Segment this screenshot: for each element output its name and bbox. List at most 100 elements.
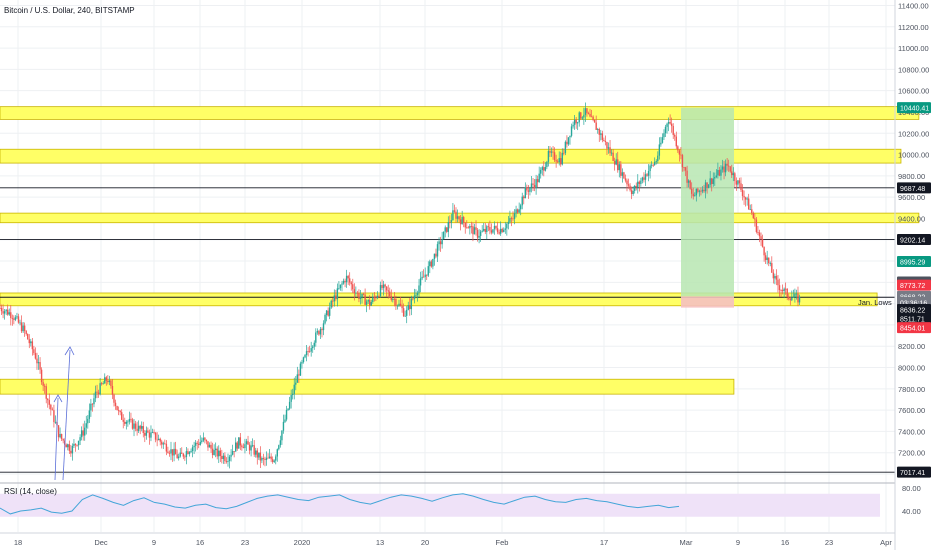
candle-body bbox=[51, 409, 54, 411]
arrow-head[interactable] bbox=[53, 394, 63, 403]
candle-body bbox=[727, 165, 730, 167]
candle-body bbox=[546, 161, 548, 168]
long-position-tool[interactable] bbox=[681, 107, 734, 308]
zones[interactable] bbox=[0, 106, 920, 395]
candle-body bbox=[100, 383, 103, 385]
candle-body bbox=[663, 133, 665, 138]
candle-body bbox=[741, 189, 744, 197]
time-tick-label: 16 bbox=[196, 538, 204, 547]
candle-body bbox=[90, 403, 92, 411]
candle-body bbox=[553, 152, 556, 161]
candle-body bbox=[637, 181, 639, 188]
candle-body bbox=[50, 404, 52, 410]
candle-body bbox=[433, 253, 436, 259]
candle-body bbox=[10, 312, 12, 318]
candle-body bbox=[777, 279, 779, 286]
candle-body bbox=[39, 362, 41, 370]
horizontal-lines[interactable] bbox=[0, 187, 895, 473]
candle-body bbox=[510, 218, 513, 219]
time-tick-label: 17 bbox=[600, 538, 608, 547]
candle-body bbox=[398, 303, 400, 306]
candle-body bbox=[581, 117, 584, 119]
candle-body bbox=[328, 307, 331, 316]
candle-body bbox=[704, 182, 707, 192]
candle-body bbox=[666, 123, 668, 127]
candle-body bbox=[53, 410, 55, 423]
candle-body bbox=[532, 183, 534, 185]
candle-body bbox=[211, 448, 214, 455]
candle-body bbox=[747, 198, 750, 210]
candle-body bbox=[640, 180, 642, 184]
candle-body bbox=[556, 161, 559, 163]
rsi-axis[interactable]: 80.00 40.00 bbox=[902, 484, 921, 516]
candle-body bbox=[706, 182, 708, 188]
candle-body bbox=[170, 449, 172, 454]
candle-body bbox=[227, 461, 229, 462]
candle-body bbox=[130, 418, 132, 420]
candle-body bbox=[218, 450, 220, 457]
price-label-tag bbox=[897, 279, 931, 291]
candle-body bbox=[630, 190, 633, 195]
price-label-text: 03:36:16 bbox=[900, 300, 927, 307]
candle-body bbox=[19, 322, 21, 324]
time-tick-label: 23 bbox=[825, 538, 833, 547]
candle-body bbox=[743, 196, 745, 198]
candle-body bbox=[487, 226, 490, 228]
candle-body bbox=[624, 178, 627, 181]
candle-body bbox=[757, 232, 759, 233]
candle-body bbox=[677, 146, 679, 151]
candle-body bbox=[387, 290, 389, 292]
candle-body bbox=[523, 196, 525, 199]
candle-body bbox=[99, 383, 101, 395]
candle-body bbox=[572, 124, 574, 127]
arrow-line[interactable] bbox=[62, 349, 71, 481]
candle-body bbox=[8, 312, 10, 315]
support-resistance-zone[interactable] bbox=[0, 148, 902, 164]
candle-body bbox=[700, 190, 702, 192]
support-resistance-zone[interactable] bbox=[0, 292, 878, 307]
candle-body bbox=[697, 188, 699, 192]
time-tick-label: Mar bbox=[680, 538, 693, 547]
candle-body bbox=[47, 398, 49, 401]
price-tick-label: 10000.00 bbox=[898, 151, 929, 160]
candle-body bbox=[201, 440, 203, 442]
price-label-text: 10440.41 bbox=[900, 106, 929, 113]
candle-body bbox=[268, 456, 271, 458]
candle-body bbox=[76, 444, 78, 446]
price-tick-label: 7200.00 bbox=[898, 449, 925, 458]
candle-body bbox=[171, 449, 174, 456]
price-tick-label: 10800.00 bbox=[898, 65, 929, 74]
candle-body bbox=[159, 438, 161, 442]
time-axis[interactable]: 18 Dec 9 16 23 2020 13 20 Feb 17 Mar 9 16 23 Apr bbox=[14, 538, 893, 547]
candle-body bbox=[202, 437, 205, 441]
candle-body bbox=[43, 385, 46, 387]
candle-body bbox=[185, 451, 188, 458]
stop-zone[interactable] bbox=[681, 296, 734, 308]
price-tick-label: 7600.00 bbox=[898, 406, 925, 415]
candle-body bbox=[270, 456, 272, 460]
candle-body bbox=[14, 317, 17, 320]
candle-body bbox=[332, 300, 334, 302]
time-tick-label: 18 bbox=[14, 538, 22, 547]
arrow-line[interactable] bbox=[54, 397, 59, 481]
candle-body bbox=[595, 122, 597, 130]
candle-body bbox=[735, 180, 738, 185]
arrow-head[interactable] bbox=[64, 346, 75, 356]
candle-body bbox=[330, 300, 332, 308]
candle-body bbox=[501, 228, 503, 232]
target-zone[interactable] bbox=[681, 107, 734, 297]
candle-body bbox=[187, 451, 189, 454]
candle-body bbox=[724, 163, 727, 173]
candle-body bbox=[256, 450, 258, 458]
candle-body bbox=[527, 190, 530, 192]
candle-body bbox=[598, 129, 600, 135]
candle-body bbox=[418, 285, 420, 293]
candle-body bbox=[447, 222, 449, 232]
arrows[interactable] bbox=[53, 346, 75, 481]
candle-body bbox=[322, 323, 325, 331]
support-resistance-zone[interactable] bbox=[0, 378, 735, 395]
price-tick-label: 7800.00 bbox=[898, 385, 925, 394]
support-resistance-zone[interactable] bbox=[0, 106, 920, 120]
price-tick-label: 11200.00 bbox=[898, 23, 929, 32]
